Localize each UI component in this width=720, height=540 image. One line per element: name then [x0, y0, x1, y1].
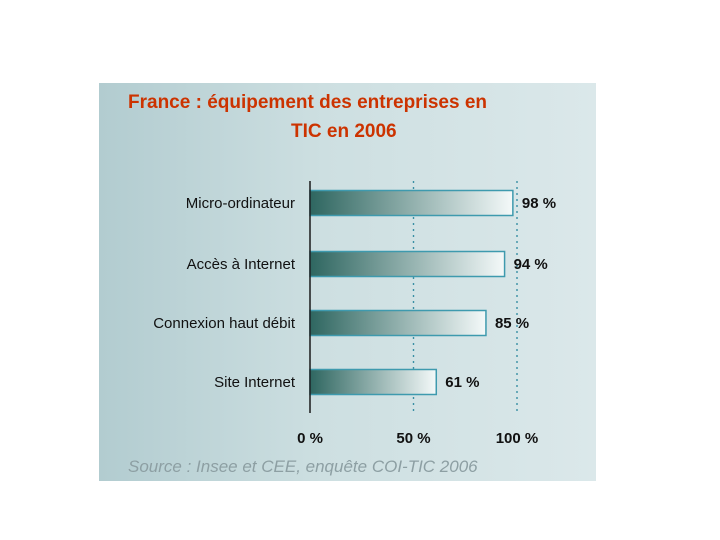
value-label-3: 61 %: [445, 374, 479, 391]
bar-1: [309, 250, 506, 278]
bar-chart: France : équipement des entreprises en T…: [128, 92, 556, 476]
chart-title-line-2: TIC en 2006: [291, 121, 397, 142]
value-label-0: 98 %: [522, 195, 556, 212]
x-tick-label-0: 0 %: [297, 430, 323, 447]
bar-3: [309, 368, 438, 396]
x-tick-label-50: 50 %: [396, 430, 430, 447]
category-label-1: Accès à Internet: [187, 256, 296, 273]
bar-2: [309, 309, 487, 337]
value-label-1: 94 %: [514, 256, 548, 273]
value-label-2: 85 %: [495, 315, 529, 332]
category-label-2: Connexion haut débit: [153, 315, 296, 332]
source-note: Source : Insee et CEE, enquête COI-TIC 2…: [128, 457, 478, 476]
chart-panel: France : équipement des entreprises en T…: [99, 83, 596, 481]
category-label-0: Micro-ordinateur: [186, 195, 295, 212]
bar-0: [309, 189, 514, 217]
category-label-3: Site Internet: [214, 374, 296, 391]
chart-title-line-1: France : équipement des entreprises en: [128, 92, 487, 113]
x-tick-label-100: 100 %: [496, 430, 539, 447]
